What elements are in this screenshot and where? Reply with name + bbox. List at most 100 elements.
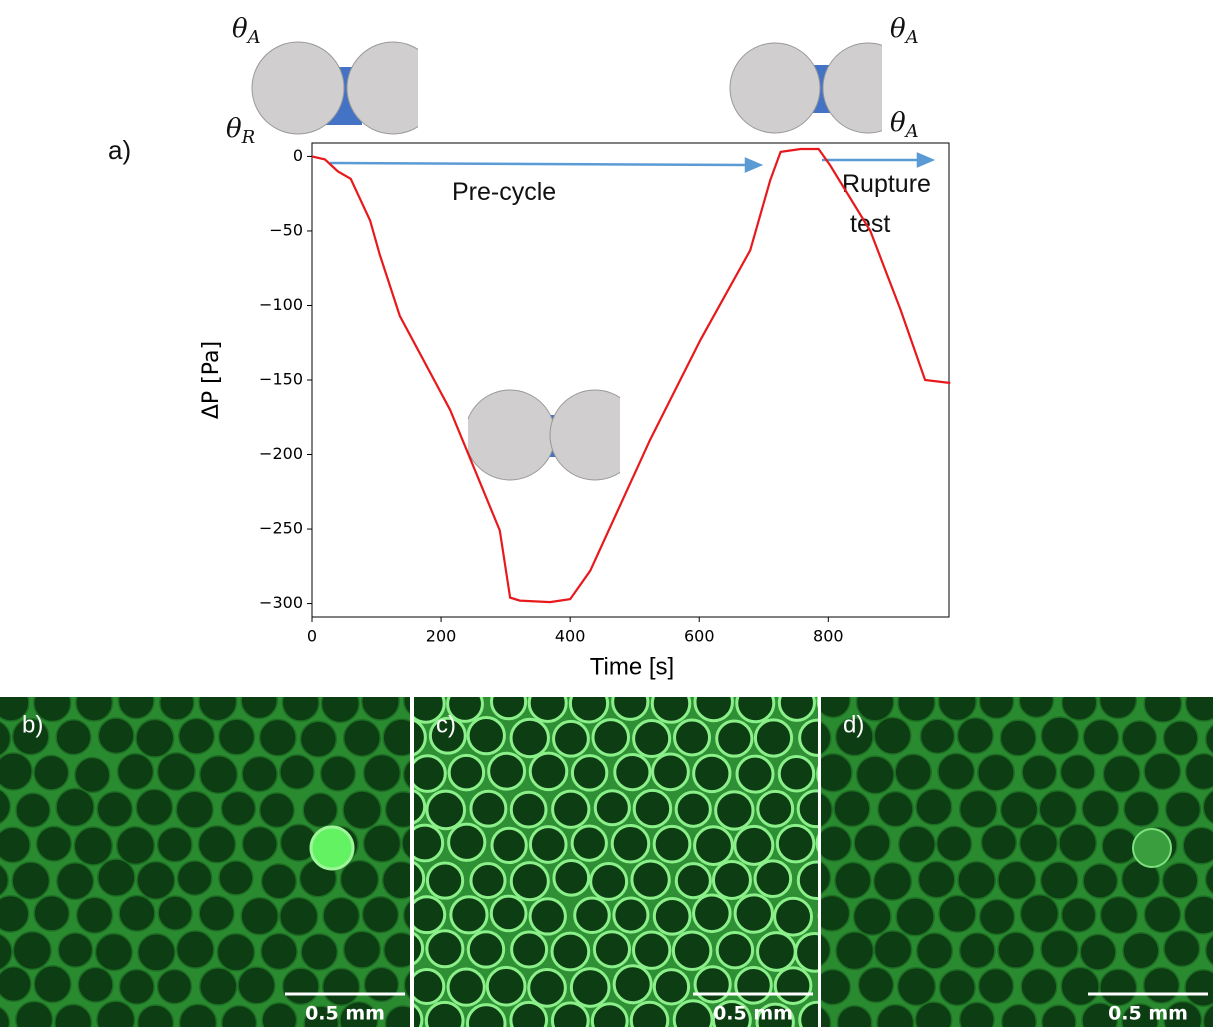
annotation-line: Pre-cycle: [452, 178, 556, 206]
droplet: [260, 932, 298, 971]
droplet: [0, 894, 30, 933]
droplet: [424, 1000, 465, 1027]
droplet: [798, 1000, 818, 1027]
droplet: [652, 896, 692, 936]
droplet: [198, 895, 235, 932]
droplet: [466, 930, 506, 969]
droplet: [96, 790, 134, 828]
droplet: [55, 719, 92, 756]
scale-bar-label: 0.5 mm: [1108, 1003, 1188, 1025]
droplet: [672, 999, 714, 1027]
theta-subscript: A: [904, 27, 919, 48]
image-label: b): [22, 711, 43, 738]
droplet: [509, 861, 550, 902]
droplet: [75, 896, 114, 934]
y-tick-label: −50: [269, 220, 303, 239]
droplet: [384, 1005, 410, 1027]
droplet: [487, 751, 527, 791]
droplet: [613, 753, 652, 792]
droplet: [1163, 1000, 1203, 1027]
droplet: [833, 789, 871, 828]
droplet: [915, 788, 953, 826]
theta-symbol: θ: [226, 114, 242, 144]
droplet: [302, 792, 339, 828]
droplet: [0, 788, 12, 825]
droplet: [414, 789, 427, 825]
annotation-line: Rupture: [842, 170, 931, 198]
droplet: [711, 859, 752, 900]
droplet: [1204, 864, 1213, 895]
micrograph: [0, 697, 410, 1027]
droplet: [363, 966, 400, 1003]
droplet: [54, 1003, 93, 1027]
droplet: [734, 966, 773, 1005]
droplet: [176, 860, 213, 896]
schematic-receding: [468, 389, 620, 481]
droplet: [671, 930, 713, 972]
droplet: [401, 827, 410, 860]
droplet: [485, 965, 527, 1007]
droplet: [362, 824, 402, 863]
droplet: [895, 897, 935, 937]
droplet: [872, 861, 913, 901]
droplet: [978, 898, 1016, 936]
droplet: [33, 895, 70, 932]
droplet: [425, 929, 465, 969]
micrograph: [414, 697, 818, 1027]
droplet: [593, 789, 631, 827]
droplet: [958, 932, 996, 969]
droplet: [873, 930, 913, 969]
droplet: [0, 864, 10, 897]
droplet: [509, 790, 548, 829]
droplet: [815, 834, 818, 853]
droplet: [1142, 966, 1181, 1004]
x-tick-label: 0: [307, 627, 317, 646]
droplet: [11, 861, 51, 901]
droplet: [692, 753, 732, 794]
droplet: [693, 965, 732, 1004]
droplet: [342, 790, 382, 830]
droplet: [118, 968, 155, 1005]
droplet: [528, 825, 568, 864]
droplet: [118, 894, 156, 932]
droplet: [527, 968, 567, 1008]
droplet: [489, 894, 528, 933]
droplet: [958, 789, 998, 829]
droplet: [135, 788, 174, 827]
image-label: d): [843, 711, 864, 738]
droplet: [753, 718, 794, 758]
droplet: [1161, 862, 1199, 899]
droplet: [221, 1004, 258, 1027]
droplet: [896, 966, 937, 1007]
droplet: [94, 932, 134, 972]
droplet: [342, 719, 381, 758]
droplet: [322, 896, 361, 935]
droplet: [73, 826, 113, 866]
droplet: [12, 930, 52, 971]
droplet: [342, 930, 382, 969]
droplet: [777, 697, 816, 722]
droplet: [96, 1000, 136, 1027]
droplet: [1061, 697, 1098, 721]
droplet: [917, 860, 956, 899]
droplet: [821, 933, 831, 967]
droplet: [612, 964, 653, 1005]
droplet: [218, 718, 256, 756]
droplet: [428, 716, 467, 755]
scale-bar-label: 0.5 mm: [713, 1003, 793, 1025]
schematic-rupture: [729, 42, 882, 134]
droplet: [414, 1003, 424, 1027]
faint-droplet: [1132, 828, 1172, 868]
droplet: [632, 718, 672, 759]
droplet: [915, 932, 954, 970]
droplet: [1060, 897, 1097, 933]
droplet: [402, 697, 410, 716]
droplet: [77, 966, 114, 1003]
droplet: [33, 754, 70, 791]
droplet: [873, 716, 912, 755]
droplet: [693, 697, 734, 723]
droplet: [381, 860, 410, 900]
droplet: [260, 863, 298, 900]
droplet: [339, 1000, 379, 1027]
droplet: [303, 1005, 340, 1027]
